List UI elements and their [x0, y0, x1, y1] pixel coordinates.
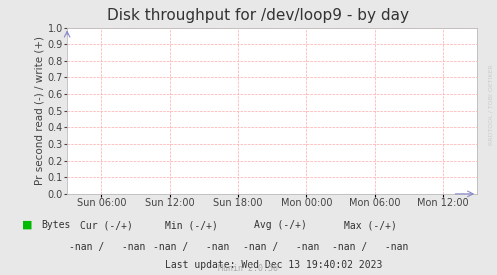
- Text: Min (-/+): Min (-/+): [165, 220, 218, 230]
- Text: RRDTOOL / TOBI OETIKER: RRDTOOL / TOBI OETIKER: [489, 64, 494, 145]
- Text: Last update: Wed Dec 13 19:40:02 2023: Last update: Wed Dec 13 19:40:02 2023: [165, 260, 382, 270]
- Text: -nan /   -nan: -nan / -nan: [69, 242, 145, 252]
- Text: -nan /   -nan: -nan / -nan: [153, 242, 230, 252]
- Text: Disk throughput for /dev/loop9 - by day: Disk throughput for /dev/loop9 - by day: [107, 8, 410, 23]
- Text: -nan /   -nan: -nan / -nan: [332, 242, 409, 252]
- Text: Munin 2.0.56: Munin 2.0.56: [219, 264, 278, 273]
- Y-axis label: Pr second read (-) / write (+): Pr second read (-) / write (+): [35, 36, 45, 185]
- Text: -nan /   -nan: -nan / -nan: [243, 242, 319, 252]
- Text: Cur (-/+): Cur (-/+): [81, 220, 133, 230]
- Text: Avg (-/+): Avg (-/+): [254, 220, 307, 230]
- Text: ■: ■: [22, 220, 33, 230]
- Text: Max (-/+): Max (-/+): [344, 220, 397, 230]
- Text: Bytes: Bytes: [41, 220, 70, 230]
